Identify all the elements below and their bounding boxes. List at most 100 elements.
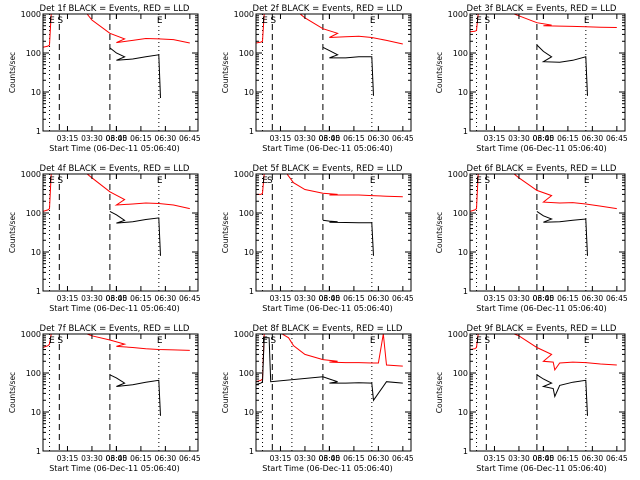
marker-label: S (270, 16, 276, 26)
y-tick-label: 1000 (21, 170, 41, 179)
x-tick-label: 03:15 (57, 294, 79, 303)
x-tick-label: 06:00 (533, 134, 555, 143)
y-axis-label: Counts/sec (8, 52, 17, 93)
plot-frame (469, 13, 626, 132)
marker-label: S (484, 336, 490, 346)
marker-label: E (157, 16, 163, 26)
y-tick-label: 100 (453, 369, 468, 378)
x-tick-label: 03:15 (270, 294, 292, 303)
y-tick-label: 1 (249, 127, 254, 136)
y-axis-label: Counts/sec (435, 212, 444, 253)
plot-frame (42, 333, 199, 452)
y-tick-label: 100 (26, 369, 41, 378)
events-series-line (109, 47, 161, 99)
x-tick-label: 03:15 (270, 134, 292, 143)
x-tick-label: 06:15 (343, 134, 365, 143)
x-tick-label: 03:30 (508, 134, 530, 143)
events-series-line (536, 374, 588, 416)
y-tick-label: 10 (458, 408, 468, 417)
lld-series-line (470, 14, 617, 33)
x-tick-label: 03:15 (484, 454, 506, 463)
x-tick-label: 06:45 (179, 294, 201, 303)
y-tick-label: 1 (463, 287, 468, 296)
events-series-line (109, 374, 161, 416)
marker-label: E (370, 176, 376, 186)
lld-series-line (43, 334, 190, 351)
chart-title: Det 3f BLACK = Events, RED = LLD (467, 4, 617, 14)
x-axis-label: Start Time (06-Dec-11 05:06:40) (49, 464, 180, 473)
chart-title: Det 7f BLACK = Events, RED = LLD (40, 324, 190, 334)
events-series-line (536, 44, 588, 96)
plot-frame (469, 333, 626, 452)
y-tick-label: 1 (249, 447, 254, 456)
events-series-line (322, 219, 374, 256)
x-tick-label: 06:00 (319, 294, 341, 303)
lld-series-line (470, 334, 617, 372)
x-tick-label: 06:00 (106, 454, 128, 463)
x-tick-label: 06:15 (557, 454, 579, 463)
y-tick-label: 1000 (21, 10, 41, 19)
x-tick-label: 06:30 (582, 134, 604, 143)
x-tick-label: 06:30 (155, 294, 177, 303)
x-tick-label: 03:45 (319, 294, 341, 303)
x-tick-label: 03:45 (533, 454, 555, 463)
marker-label: E (262, 336, 268, 346)
lld-series-line (256, 174, 403, 198)
x-tick-label: 06:15 (557, 134, 579, 143)
marker-label: S (484, 16, 490, 26)
y-tick-label: 100 (453, 49, 468, 58)
marker-label: E (584, 336, 590, 346)
events-series-line (536, 210, 588, 256)
y-tick-label: 10 (31, 88, 41, 97)
x-tick-label: 06:00 (319, 134, 341, 143)
marker-label: S (57, 176, 63, 186)
x-tick-label: 03:15 (484, 134, 506, 143)
plot-frame (42, 13, 199, 132)
x-axis-label: Start Time (06-Dec-11 05:06:40) (262, 464, 393, 473)
x-tick-label: 06:45 (179, 134, 201, 143)
plot-frame (255, 173, 412, 292)
y-tick-label: 100 (239, 49, 254, 58)
x-tick-label: 06:30 (582, 294, 604, 303)
x-tick-label: 06:30 (368, 294, 390, 303)
x-tick-label: 06:45 (392, 134, 414, 143)
lld-series-line (43, 174, 190, 212)
x-tick-label: 06:00 (533, 454, 555, 463)
x-tick-label: 06:45 (392, 454, 414, 463)
y-tick-label: 1000 (234, 330, 254, 339)
y-tick-label: 100 (239, 369, 254, 378)
x-tick-label: 03:45 (319, 454, 341, 463)
x-axis-label: Start Time (06-Dec-11 05:06:40) (476, 464, 607, 473)
x-tick-label: 03:30 (81, 294, 103, 303)
x-tick-label: 06:30 (368, 454, 390, 463)
marker-label: E (476, 176, 482, 186)
marker-label: E (370, 16, 376, 26)
events-series-line (322, 46, 374, 96)
x-tick-label: 03:30 (81, 134, 103, 143)
x-tick-label: 06:30 (155, 454, 177, 463)
marker-label: E (262, 16, 268, 26)
x-axis-label: Start Time (06-Dec-11 05:06:40) (476, 304, 607, 313)
x-tick-label: 06:30 (155, 134, 177, 143)
x-tick-label: 03:30 (294, 134, 316, 143)
chart-title: Det 9f BLACK = Events, RED = LLD (467, 324, 617, 334)
lld-series-line (470, 174, 617, 212)
marker-label: E (157, 336, 163, 346)
y-tick-label: 1000 (448, 170, 468, 179)
x-tick-label: 06:00 (106, 134, 128, 143)
events-series-line (256, 337, 403, 402)
y-axis-label: Counts/sec (221, 372, 230, 413)
marker-label: E (370, 336, 376, 346)
x-tick-label: 03:15 (57, 134, 79, 143)
x-tick-label: 06:00 (533, 294, 555, 303)
x-tick-label: 06:00 (319, 454, 341, 463)
x-tick-label: 06:15 (343, 294, 365, 303)
